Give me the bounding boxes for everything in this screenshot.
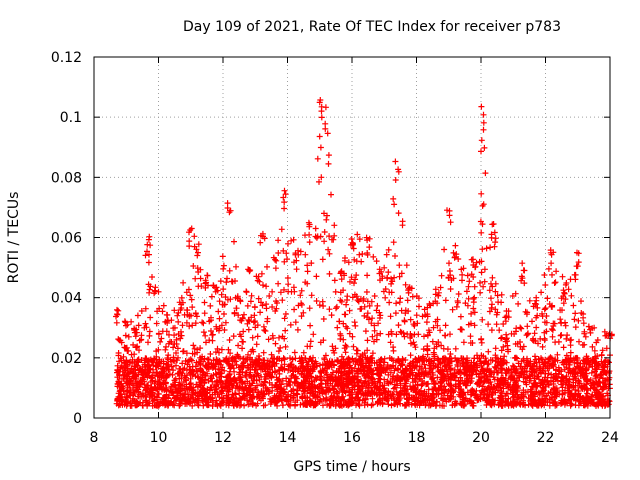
chart-title: Day 109 of 2021, Rate Of TEC Index for r… [183, 19, 561, 35]
x-tick-label: 8 [90, 430, 99, 446]
x-tick-label: 22 [537, 430, 555, 446]
y-tick-label: 0.02 [51, 351, 82, 367]
y-axis-label: ROTI / TECUs [6, 192, 22, 284]
x-tick-label: 20 [472, 430, 490, 446]
y-tick-label: 0.08 [51, 170, 82, 186]
x-tick-label: 12 [214, 430, 232, 446]
y-tick-label: 0.12 [51, 50, 82, 66]
y-tick-label: 0.1 [60, 110, 82, 126]
x-axis-label: GPS time / hours [293, 459, 410, 475]
x-tick-label: 14 [279, 430, 297, 446]
x-tick-label: 24 [601, 430, 619, 446]
y-tick-label: 0 [73, 411, 82, 427]
x-tick-label: 18 [408, 430, 426, 446]
x-tick-label: 16 [343, 430, 361, 446]
axis-ticks-layer: 8 10 12 14 16 18 20 22 24 0 0.02 0.04 0.06 0.08 0.1 0.1… [51, 50, 619, 446]
y-tick-label: 0.06 [51, 231, 82, 247]
data-points-layer [113, 97, 615, 409]
x-tick-label: 10 [150, 430, 168, 446]
grid-layer [94, 57, 610, 418]
y-tick-label: 0.04 [51, 291, 82, 307]
roti-data-points [113, 97, 615, 409]
